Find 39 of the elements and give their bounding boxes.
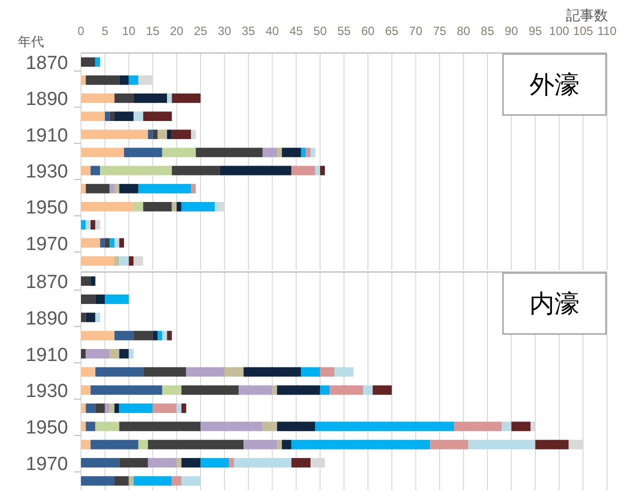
y-tick-label: 1890 xyxy=(26,89,68,110)
text: 内濠 xyxy=(530,291,580,318)
x-tick-label: 95 xyxy=(528,24,542,38)
text: 外濠 xyxy=(530,72,580,99)
x-tick-label: 30 xyxy=(218,24,232,38)
x-tick-label: 110 xyxy=(597,24,617,38)
y-tick-label: 1930 xyxy=(26,381,68,402)
x-tick-label: 20 xyxy=(170,24,184,38)
x-tick-label: 80 xyxy=(456,24,471,38)
x-tick-label: 5 xyxy=(102,24,109,38)
y-tick-label: 1930 xyxy=(26,162,68,183)
y-tick-label: 1950 xyxy=(26,417,68,438)
x-tick-label: 100 xyxy=(549,24,570,38)
x-tick-label: 45 xyxy=(290,24,304,38)
x-axis-title: 記事数 xyxy=(566,7,608,23)
y-tick-label: 1970 xyxy=(26,454,68,475)
x-tick-label: 60 xyxy=(361,24,375,38)
y-axis-title: 年代 xyxy=(18,34,44,49)
x-tick-label: 65 xyxy=(385,24,399,38)
y-tick-label: 1950 xyxy=(26,198,68,219)
x-tick-label: 25 xyxy=(194,24,208,38)
x-tick-label: 15 xyxy=(146,24,160,38)
x-tick-label: 50 xyxy=(313,24,328,38)
x-tick-label: 35 xyxy=(242,24,256,38)
x-tick-label: 40 xyxy=(266,24,280,38)
y-tick-label: 1890 xyxy=(26,308,68,330)
y-tick-label: 1870 xyxy=(26,272,68,294)
x-tick-label: 10 xyxy=(122,24,136,38)
x-tick-label: 75 xyxy=(432,24,447,38)
x-tick-label: 90 xyxy=(504,24,518,38)
x-tick-label: 85 xyxy=(480,24,494,38)
y-tick-label: 1970 xyxy=(26,234,68,255)
y-tick-label: 1910 xyxy=(26,125,68,146)
y-tick-label: 1870 xyxy=(26,53,68,74)
x-tick-label: 70 xyxy=(409,24,423,38)
x-tick-label: 55 xyxy=(337,24,351,38)
x-tick-label: 105 xyxy=(573,24,594,38)
y-tick-label: 1910 xyxy=(26,344,68,366)
x-tick-label: 0 xyxy=(78,24,85,38)
